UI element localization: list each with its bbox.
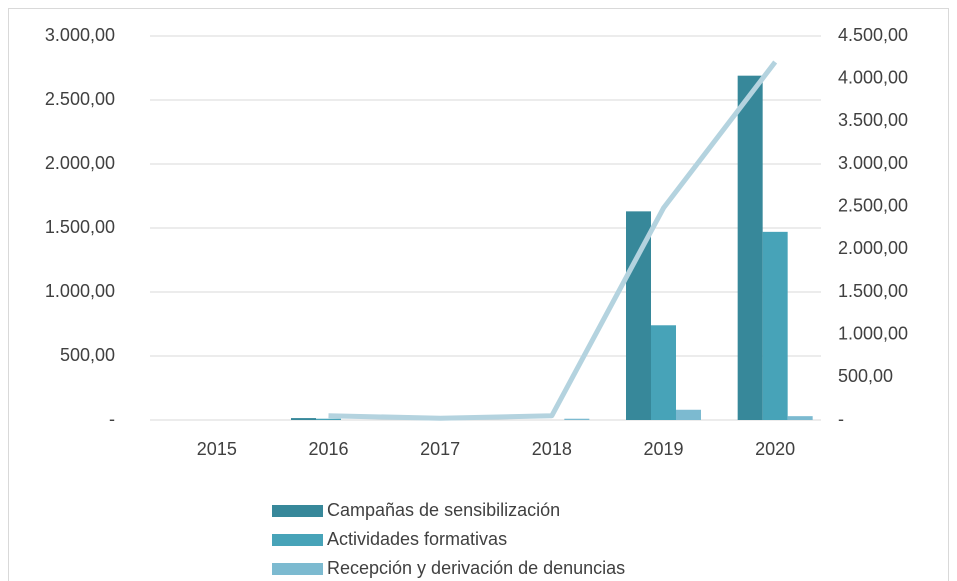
y2-tick-label: 2.500,00 [838, 195, 908, 215]
bar [762, 231, 788, 420]
y2-tick-label: 4.500,00 [838, 25, 908, 45]
bar [737, 75, 763, 421]
bar [564, 418, 590, 420]
legend-label: Recepción y derivación de denuncias [327, 558, 625, 578]
x-tick-label: 2018 [532, 439, 572, 459]
legend-label: Campañas de sensibilización [327, 500, 560, 520]
line [328, 60, 778, 421]
y-tick-label: 500,00 [60, 345, 115, 365]
y-tick-label: 1.500,00 [45, 217, 115, 237]
bar [676, 409, 701, 420]
legend-swatch [272, 563, 323, 575]
legend-swatch [272, 505, 323, 517]
legend-label: Actividades formativas [327, 529, 507, 549]
y2-tick-label: - [838, 409, 844, 429]
y-tick-label: 3.000,00 [45, 25, 115, 45]
bar [651, 325, 676, 420]
bar [626, 211, 651, 420]
bar [316, 418, 341, 420]
y2-tick-label: 3.000,00 [838, 153, 908, 173]
y2-tick-label: 2.000,00 [838, 238, 908, 258]
y-tick-label: 2.500,00 [45, 89, 115, 109]
bar [787, 416, 813, 420]
chart-border [8, 8, 949, 581]
y-tick-label: - [109, 409, 115, 429]
y2-tick-label: 1.000,00 [838, 323, 908, 343]
x-tick-label: 2017 [420, 439, 460, 459]
y-tick-label: 2.000,00 [45, 153, 115, 173]
y2-tick-label: 1.500,00 [838, 281, 908, 301]
y-tick-label: 1.000,00 [45, 281, 115, 301]
x-tick-label: 2016 [308, 439, 348, 459]
legend-swatch [272, 534, 323, 546]
y2-tick-label: 4.000,00 [838, 67, 908, 87]
y2-tick-label: 500,00 [838, 366, 893, 386]
x-tick-label: 2019 [643, 439, 683, 459]
x-tick-label: 2015 [197, 439, 237, 459]
y2-tick-label: 3.500,00 [838, 110, 908, 130]
x-tick-label: 2020 [755, 439, 795, 459]
bar [291, 418, 316, 420]
